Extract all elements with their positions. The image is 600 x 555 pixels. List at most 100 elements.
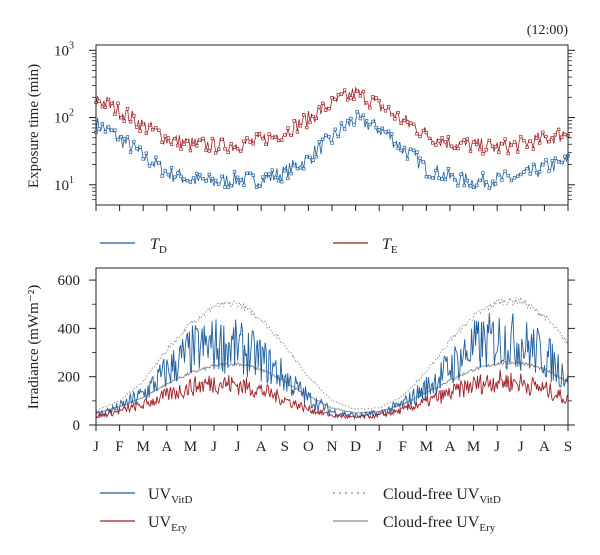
series-point <box>443 177 447 182</box>
series-point <box>405 120 410 124</box>
series-point <box>201 136 205 141</box>
series-point <box>456 184 460 188</box>
series-point <box>242 139 246 143</box>
series-point <box>541 163 545 167</box>
series-point <box>465 137 469 141</box>
series-point <box>481 171 485 175</box>
series-point <box>512 176 517 180</box>
series-point <box>305 155 309 159</box>
series-point <box>125 135 130 139</box>
series-point <box>295 166 300 171</box>
series-point <box>374 96 378 100</box>
series-point <box>396 146 400 151</box>
bottom-y-tick-label: 400 <box>58 321 81 337</box>
series-point <box>490 144 495 148</box>
series-point <box>261 175 265 179</box>
series-cloud-free-uv-vitd <box>95 296 569 412</box>
series-point <box>317 105 322 109</box>
series-point <box>198 138 202 142</box>
series-point <box>440 177 444 181</box>
series-point <box>475 183 479 187</box>
series-point <box>276 138 281 143</box>
bottom-x-tick-label: J <box>518 439 524 455</box>
series-point <box>185 179 189 183</box>
series-point <box>349 96 353 100</box>
series-point <box>374 125 378 130</box>
series-point <box>97 127 101 131</box>
series-point <box>481 152 485 156</box>
series-point <box>97 99 101 103</box>
series-point <box>399 121 403 125</box>
series-point <box>157 128 161 132</box>
series-point <box>364 101 369 105</box>
series-point <box>336 93 340 97</box>
bottom-legend: UVVitD UVEry Cloud-free UVVitD Cloud-fre… <box>100 486 501 534</box>
series-point <box>528 139 532 143</box>
series-point <box>538 141 542 145</box>
series-point <box>273 175 278 180</box>
series-point <box>390 132 394 136</box>
series-point <box>512 140 517 144</box>
series-point <box>229 142 233 146</box>
bottom-y-tick-label: 200 <box>58 370 81 386</box>
series-point <box>386 105 391 109</box>
series-point <box>254 185 259 189</box>
series-point <box>122 119 126 123</box>
series-point <box>113 128 117 132</box>
series-point <box>352 123 356 127</box>
series-point <box>179 174 183 179</box>
series-point <box>333 97 337 101</box>
series-point <box>280 138 284 142</box>
series-point <box>402 145 407 150</box>
series-point <box>324 133 328 137</box>
series-point <box>311 114 315 119</box>
series-point <box>298 124 303 128</box>
top-panel: (12:00) Exposure time (min) 101 102 103 <box>26 23 575 211</box>
series-point <box>446 166 451 171</box>
series-point <box>289 133 293 138</box>
series-point <box>188 180 193 184</box>
series-point <box>522 138 526 143</box>
series-point <box>103 130 108 134</box>
series-point <box>355 89 359 94</box>
series-point <box>144 131 148 136</box>
series-point <box>179 147 183 151</box>
series-point <box>229 184 233 188</box>
series-point <box>339 92 344 96</box>
bottom-y-tick-label: 600 <box>58 273 81 289</box>
series-point <box>135 146 139 151</box>
series-point <box>154 155 158 159</box>
bottom-x-tick-label: D <box>350 439 361 455</box>
series-point <box>295 130 300 134</box>
series-point <box>380 104 384 108</box>
series-point <box>239 178 243 182</box>
series-point <box>493 182 498 186</box>
series-point <box>330 96 334 100</box>
series-point <box>471 140 476 144</box>
series-point <box>302 113 306 117</box>
bottom-x-tick-label: F <box>115 439 123 455</box>
series-point <box>100 122 104 126</box>
series-point <box>207 172 211 177</box>
series-point <box>138 129 142 133</box>
series-point <box>531 162 536 166</box>
series-point <box>396 110 400 115</box>
series-point <box>519 172 523 177</box>
legend-label-cloudfree-vitd: Cloud-free UVVitD <box>383 486 501 506</box>
series-point <box>138 145 142 149</box>
bottom-x-tick-label: M <box>137 439 150 455</box>
series-point <box>320 101 325 105</box>
series-point <box>541 130 545 134</box>
series-point <box>361 113 366 117</box>
bottom-x-tick-label: N <box>327 439 338 455</box>
series-point <box>195 171 199 176</box>
series-point <box>409 147 413 151</box>
series-point <box>223 147 227 151</box>
bottom-series-group <box>95 296 569 421</box>
series-point <box>393 142 397 146</box>
series-point <box>286 126 290 130</box>
series-point <box>160 174 164 178</box>
series-td <box>94 110 570 190</box>
series-point <box>119 135 123 139</box>
